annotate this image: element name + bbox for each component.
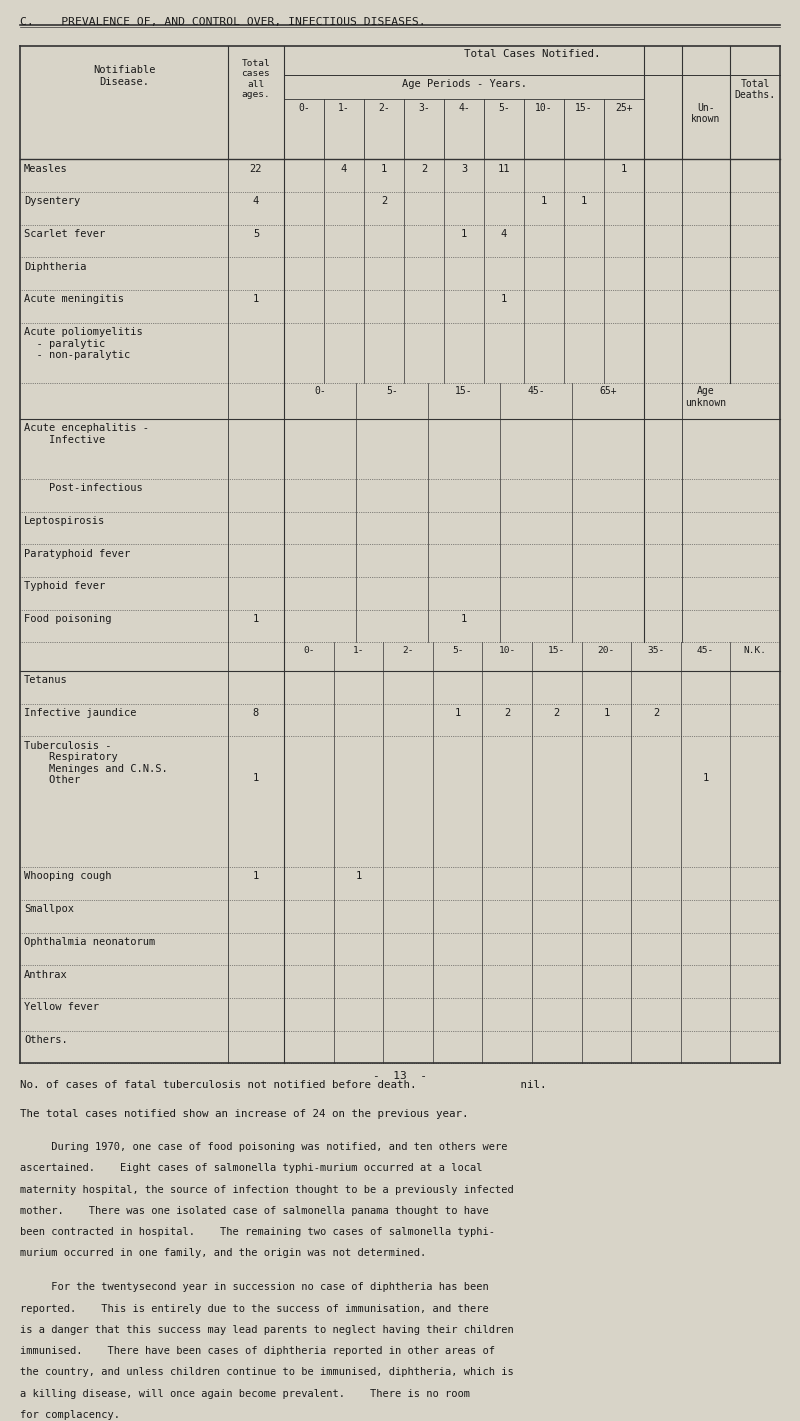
Text: 10-: 10-: [535, 102, 553, 112]
Text: Others.: Others.: [24, 1034, 68, 1044]
Text: No. of cases of fatal tuberculosis not notified before death.                nil: No. of cases of fatal tuberculosis not n…: [20, 1080, 546, 1090]
Text: 1: 1: [253, 614, 259, 624]
Text: Measles: Measles: [24, 163, 68, 173]
Text: Dysentery: Dysentery: [24, 196, 80, 206]
Text: Tetanus: Tetanus: [24, 675, 68, 685]
Text: 20-: 20-: [598, 645, 615, 655]
Text: Un-
known: Un- known: [691, 102, 721, 124]
Text: 1-: 1-: [338, 102, 350, 112]
Text: 4-: 4-: [458, 102, 470, 112]
Text: For the twentysecond year in succession no case of diphtheria has been: For the twentysecond year in succession …: [20, 1282, 489, 1292]
Text: Smallpox: Smallpox: [24, 904, 74, 914]
Text: 1: 1: [461, 229, 467, 239]
Text: 8: 8: [253, 708, 259, 718]
Text: Infective jaundice: Infective jaundice: [24, 708, 137, 718]
Text: 1: 1: [454, 708, 461, 718]
Text: 25+: 25+: [615, 102, 633, 112]
Text: 0-: 0-: [314, 387, 326, 396]
Text: Ophthalmia neonatorum: Ophthalmia neonatorum: [24, 936, 155, 946]
Text: Yellow fever: Yellow fever: [24, 1002, 99, 1012]
Text: 3: 3: [461, 163, 467, 173]
Text: The total cases notified show an increase of 24 on the previous year.: The total cases notified show an increas…: [20, 1110, 469, 1120]
Text: 1: 1: [253, 871, 259, 881]
Text: ascertained.    Eight cases of salmonella typhi-murium occurred at a local: ascertained. Eight cases of salmonella t…: [20, 1164, 482, 1174]
Text: 0-: 0-: [298, 102, 310, 112]
Text: Paratyphoid fever: Paratyphoid fever: [24, 549, 130, 558]
Text: Notifiable
Disease.: Notifiable Disease.: [93, 65, 155, 87]
Text: Food poisoning: Food poisoning: [24, 614, 111, 624]
Text: C.    PREVALENCE OF, AND CONTROL OVER, INFECTIOUS DISEASES.: C. PREVALENCE OF, AND CONTROL OVER, INFE…: [20, 17, 426, 27]
Text: 1: 1: [355, 871, 362, 881]
Text: 1: 1: [501, 294, 507, 304]
Text: 2-: 2-: [402, 645, 414, 655]
Text: Anthrax: Anthrax: [24, 969, 68, 979]
Text: Total
cases
all
ages.: Total cases all ages.: [242, 58, 270, 99]
Text: 35-: 35-: [647, 645, 665, 655]
Text: 45-: 45-: [697, 645, 714, 655]
Text: Diphtheria: Diphtheria: [24, 261, 86, 271]
Text: 5-: 5-: [452, 645, 463, 655]
Text: 45-: 45-: [527, 387, 545, 396]
Text: 1: 1: [461, 614, 467, 624]
Text: for complacency.: for complacency.: [20, 1410, 120, 1420]
Text: murium occurred in one family, and the origin was not determined.: murium occurred in one family, and the o…: [20, 1248, 426, 1259]
Text: 5: 5: [253, 229, 259, 239]
Text: Post-infectious: Post-infectious: [24, 483, 142, 493]
Text: 4: 4: [253, 196, 259, 206]
Text: reported.    This is entirely due to the success of immunisation, and there: reported. This is entirely due to the su…: [20, 1303, 489, 1313]
Text: Total
Deaths.: Total Deaths.: [734, 78, 776, 99]
Text: 22: 22: [250, 163, 262, 173]
Text: immunised.    There have been cases of diphtheria reported in other areas of: immunised. There have been cases of diph…: [20, 1346, 495, 1356]
Text: 15-: 15-: [455, 387, 473, 396]
Text: 2: 2: [421, 163, 427, 173]
Text: maternity hospital, the source of infection thought to be a previously infected: maternity hospital, the source of infect…: [20, 1185, 514, 1195]
Text: Acute meningitis: Acute meningitis: [24, 294, 124, 304]
Text: 1: 1: [581, 196, 587, 206]
Text: 65+: 65+: [599, 387, 617, 396]
Text: 4: 4: [501, 229, 507, 239]
Text: 15-: 15-: [548, 645, 566, 655]
Text: Age
unknown: Age unknown: [686, 387, 726, 408]
Text: 4: 4: [341, 163, 347, 173]
Text: Acute encephalitis -
    Infective: Acute encephalitis - Infective: [24, 423, 149, 445]
Text: 1-: 1-: [353, 645, 364, 655]
Text: Whooping cough: Whooping cough: [24, 871, 111, 881]
Text: 1: 1: [603, 708, 610, 718]
Text: Scarlet fever: Scarlet fever: [24, 229, 106, 239]
Text: 11: 11: [498, 163, 510, 173]
Text: Total Cases Notified.: Total Cases Notified.: [464, 50, 600, 60]
Text: is a danger that this success may lead parents to neglect having their children: is a danger that this success may lead p…: [20, 1324, 514, 1334]
Text: 2: 2: [504, 708, 510, 718]
Text: 2: 2: [653, 708, 659, 718]
Text: 15-: 15-: [575, 102, 593, 112]
Text: Tuberculosis -
    Respiratory
    Meninges and C.N.S.
    Other: Tuberculosis - Respiratory Meninges and …: [24, 740, 168, 786]
Text: the country, and unless children continue to be immunised, diphtheria, which is: the country, and unless children continu…: [20, 1367, 514, 1377]
Text: 5-: 5-: [498, 102, 510, 112]
Text: 2: 2: [381, 196, 387, 206]
Text: 1: 1: [253, 773, 259, 783]
Text: 1: 1: [541, 196, 547, 206]
Text: mother.    There was one isolated case of salmonella panama thought to have: mother. There was one isolated case of s…: [20, 1206, 489, 1216]
Text: 2-: 2-: [378, 102, 390, 112]
Text: Age Periods - Years.: Age Periods - Years.: [402, 78, 526, 88]
Text: Acute poliomyelitis
  - paralytic
  - non-paralytic: Acute poliomyelitis - paralytic - non-pa…: [24, 327, 142, 361]
Text: -  13  -: - 13 -: [373, 1071, 427, 1081]
Text: 2: 2: [554, 708, 560, 718]
Text: 1: 1: [253, 294, 259, 304]
Text: Typhoid fever: Typhoid fever: [24, 581, 106, 591]
Text: 1: 1: [702, 773, 709, 783]
Text: N.K.: N.K.: [744, 645, 766, 655]
Text: a killing disease, will once again become prevalent.    There is no room: a killing disease, will once again becom…: [20, 1388, 470, 1398]
Text: 0-: 0-: [303, 645, 314, 655]
Text: 5-: 5-: [386, 387, 398, 396]
Text: During 1970, one case of food poisoning was notified, and ten others were: During 1970, one case of food poisoning …: [20, 1142, 507, 1152]
Text: 1: 1: [381, 163, 387, 173]
Text: 3-: 3-: [418, 102, 430, 112]
Text: 10-: 10-: [498, 645, 516, 655]
Text: been contracted in hospital.    The remaining two cases of salmonella typhi-: been contracted in hospital. The remaini…: [20, 1228, 495, 1238]
Text: Leptospirosis: Leptospirosis: [24, 516, 106, 526]
Text: 1: 1: [621, 163, 627, 173]
